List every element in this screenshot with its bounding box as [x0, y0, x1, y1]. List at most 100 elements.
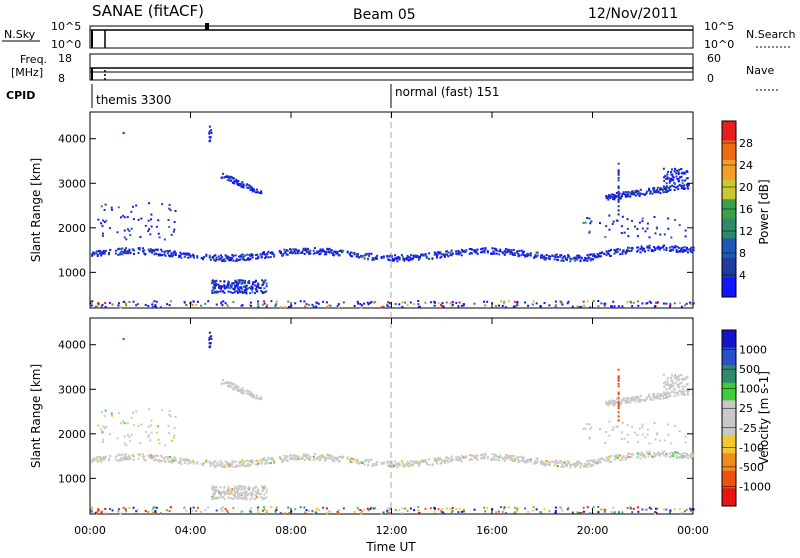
velocity-echo: [650, 454, 653, 457]
power-echo: [663, 187, 666, 190]
velocity-echo: [322, 456, 325, 459]
velocity-echo: [233, 386, 236, 389]
velocity-echo: [517, 461, 520, 464]
velocity-echo: [622, 455, 625, 458]
velocity-echo: [461, 456, 464, 459]
velocity-echo: [682, 455, 685, 458]
velocity-echo: [265, 491, 268, 494]
velocity-echo: [327, 454, 330, 457]
velocity-echo: [262, 486, 265, 489]
power-echo: [223, 285, 226, 288]
velocity-echo: [624, 458, 627, 461]
power-echo: [250, 253, 253, 256]
power-echo: [205, 255, 208, 258]
velocity-echo: [224, 508, 227, 511]
velocity-echo: [600, 508, 603, 511]
power-echo: [435, 254, 438, 257]
velocity-echo: [679, 373, 682, 376]
velocity-echo: [425, 461, 428, 464]
power-echo: [249, 257, 252, 260]
power-echo: [215, 279, 218, 282]
velocity-echo: [211, 495, 214, 498]
velocity-echo: [294, 458, 297, 461]
power-echo: [457, 305, 460, 308]
velocity-echo: [670, 377, 673, 380]
power-echo: [686, 185, 689, 188]
power-echo: [225, 255, 228, 258]
velocity-echo: [246, 464, 249, 467]
power-echo: [464, 250, 467, 253]
velocity-echo: [677, 394, 680, 397]
power-echo: [468, 252, 471, 255]
power-echo: [513, 254, 516, 257]
velocity-echo: [320, 456, 323, 459]
power-echo: [407, 259, 410, 262]
power-echo: [633, 193, 636, 196]
velocity-echo: [380, 512, 383, 515]
velocity-echo: [269, 458, 272, 461]
velocity-echo: [576, 464, 579, 467]
velocity-echo: [238, 487, 241, 490]
velocity-echo: [338, 456, 341, 459]
power-echo: [578, 256, 581, 259]
power-echo: [387, 301, 390, 304]
power-echo: [620, 225, 623, 228]
velocity-echo: [339, 455, 342, 458]
power-echo: [210, 129, 213, 132]
power-echo: [619, 253, 622, 256]
power-echo: [259, 253, 262, 256]
power-echo: [217, 255, 220, 258]
power-echo: [279, 251, 282, 254]
velocity-echo: [580, 511, 583, 514]
power-echo: [689, 248, 692, 251]
power-echo: [659, 233, 662, 236]
velocity-echo: [565, 464, 568, 467]
power-echo: [641, 220, 644, 223]
velocity-echo: [692, 452, 695, 455]
velocity-echo: [680, 378, 683, 381]
power-echo: [168, 203, 171, 206]
velocity-echo: [351, 457, 354, 460]
x-tick-label: 00:00: [74, 524, 106, 537]
power-echo: [610, 193, 613, 196]
power-echo: [513, 252, 516, 255]
power-echo: [684, 187, 687, 190]
power-echo: [408, 256, 411, 259]
velocity-echo: [630, 453, 633, 456]
velocity-echo: [625, 401, 628, 404]
velocity-echo: [653, 421, 656, 424]
power-echo: [647, 246, 650, 249]
power-echo: [403, 259, 406, 262]
power-echo: [125, 238, 128, 241]
velocity-echo: [656, 507, 659, 510]
velocity-echo: [239, 388, 242, 391]
power-echo: [645, 190, 648, 193]
velocity-echo: [608, 460, 611, 463]
velocity-echo: [647, 452, 650, 455]
velocity-echo: [266, 458, 269, 461]
velocity-echo: [676, 451, 679, 454]
velocity-echo: [163, 459, 166, 462]
power-echo: [351, 251, 354, 254]
velocity-echo: [656, 394, 659, 397]
power-echo: [588, 256, 591, 259]
power-echo: [308, 252, 311, 255]
velocity-echo: [484, 510, 487, 513]
x-tick-label: 20:00: [577, 524, 609, 537]
velocity-echo: [511, 459, 514, 462]
power-echo: [103, 251, 106, 254]
power-echo: [123, 249, 126, 252]
power-echo: [680, 175, 683, 178]
velocity-echo: [501, 457, 504, 460]
power-echo: [371, 257, 374, 260]
power-echo: [617, 209, 620, 212]
velocity-echo: [303, 454, 306, 457]
velocity-echo: [191, 509, 194, 512]
velocity-echo: [114, 458, 117, 461]
power-echo: [189, 255, 192, 258]
velocity-echo: [460, 510, 463, 513]
power-echo: [646, 246, 649, 249]
velocity-ylabel: Slant Range [km]: [29, 364, 43, 468]
power-echo: [213, 254, 216, 257]
